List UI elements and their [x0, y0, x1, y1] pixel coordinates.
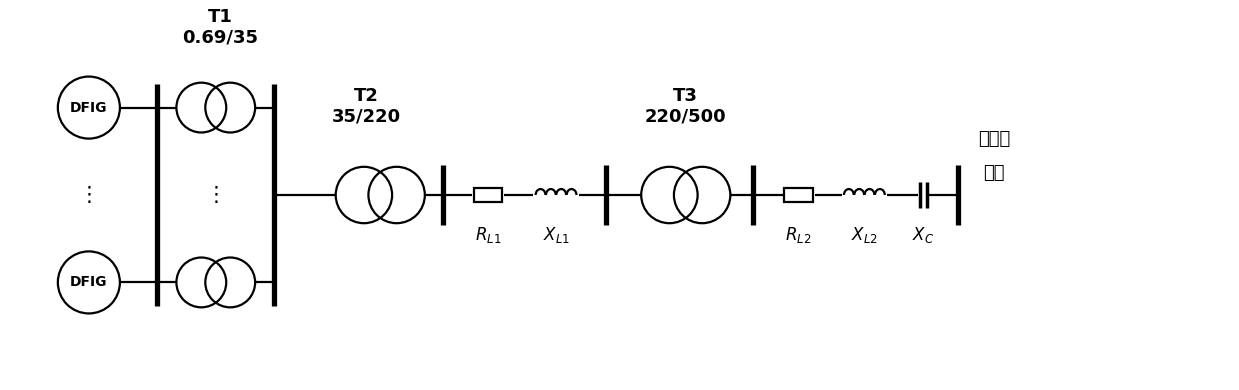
Text: T1
0.69/35: T1 0.69/35: [182, 8, 259, 47]
Bar: [784, 188, 813, 202]
Text: DFIG: DFIG: [71, 101, 108, 115]
Text: DFIG: DFIG: [71, 275, 108, 289]
Text: $X_{L2}$: $X_{L2}$: [851, 225, 877, 245]
Text: 无穷大: 无穷大: [978, 130, 1010, 148]
Text: $R_{L1}$: $R_{L1}$: [476, 225, 502, 245]
Text: ⋮: ⋮: [206, 185, 227, 205]
Text: T3
220/500: T3 220/500: [646, 87, 726, 126]
Text: T2
35/220: T2 35/220: [332, 87, 400, 126]
Text: $R_{L2}$: $R_{L2}$: [786, 225, 812, 245]
Bar: [475, 188, 503, 202]
Text: $X_{L1}$: $X_{L1}$: [543, 225, 570, 245]
Text: $X_C$: $X_C$: [912, 225, 934, 245]
Text: ⋮: ⋮: [78, 185, 99, 205]
Text: 电网: 电网: [984, 164, 1005, 182]
